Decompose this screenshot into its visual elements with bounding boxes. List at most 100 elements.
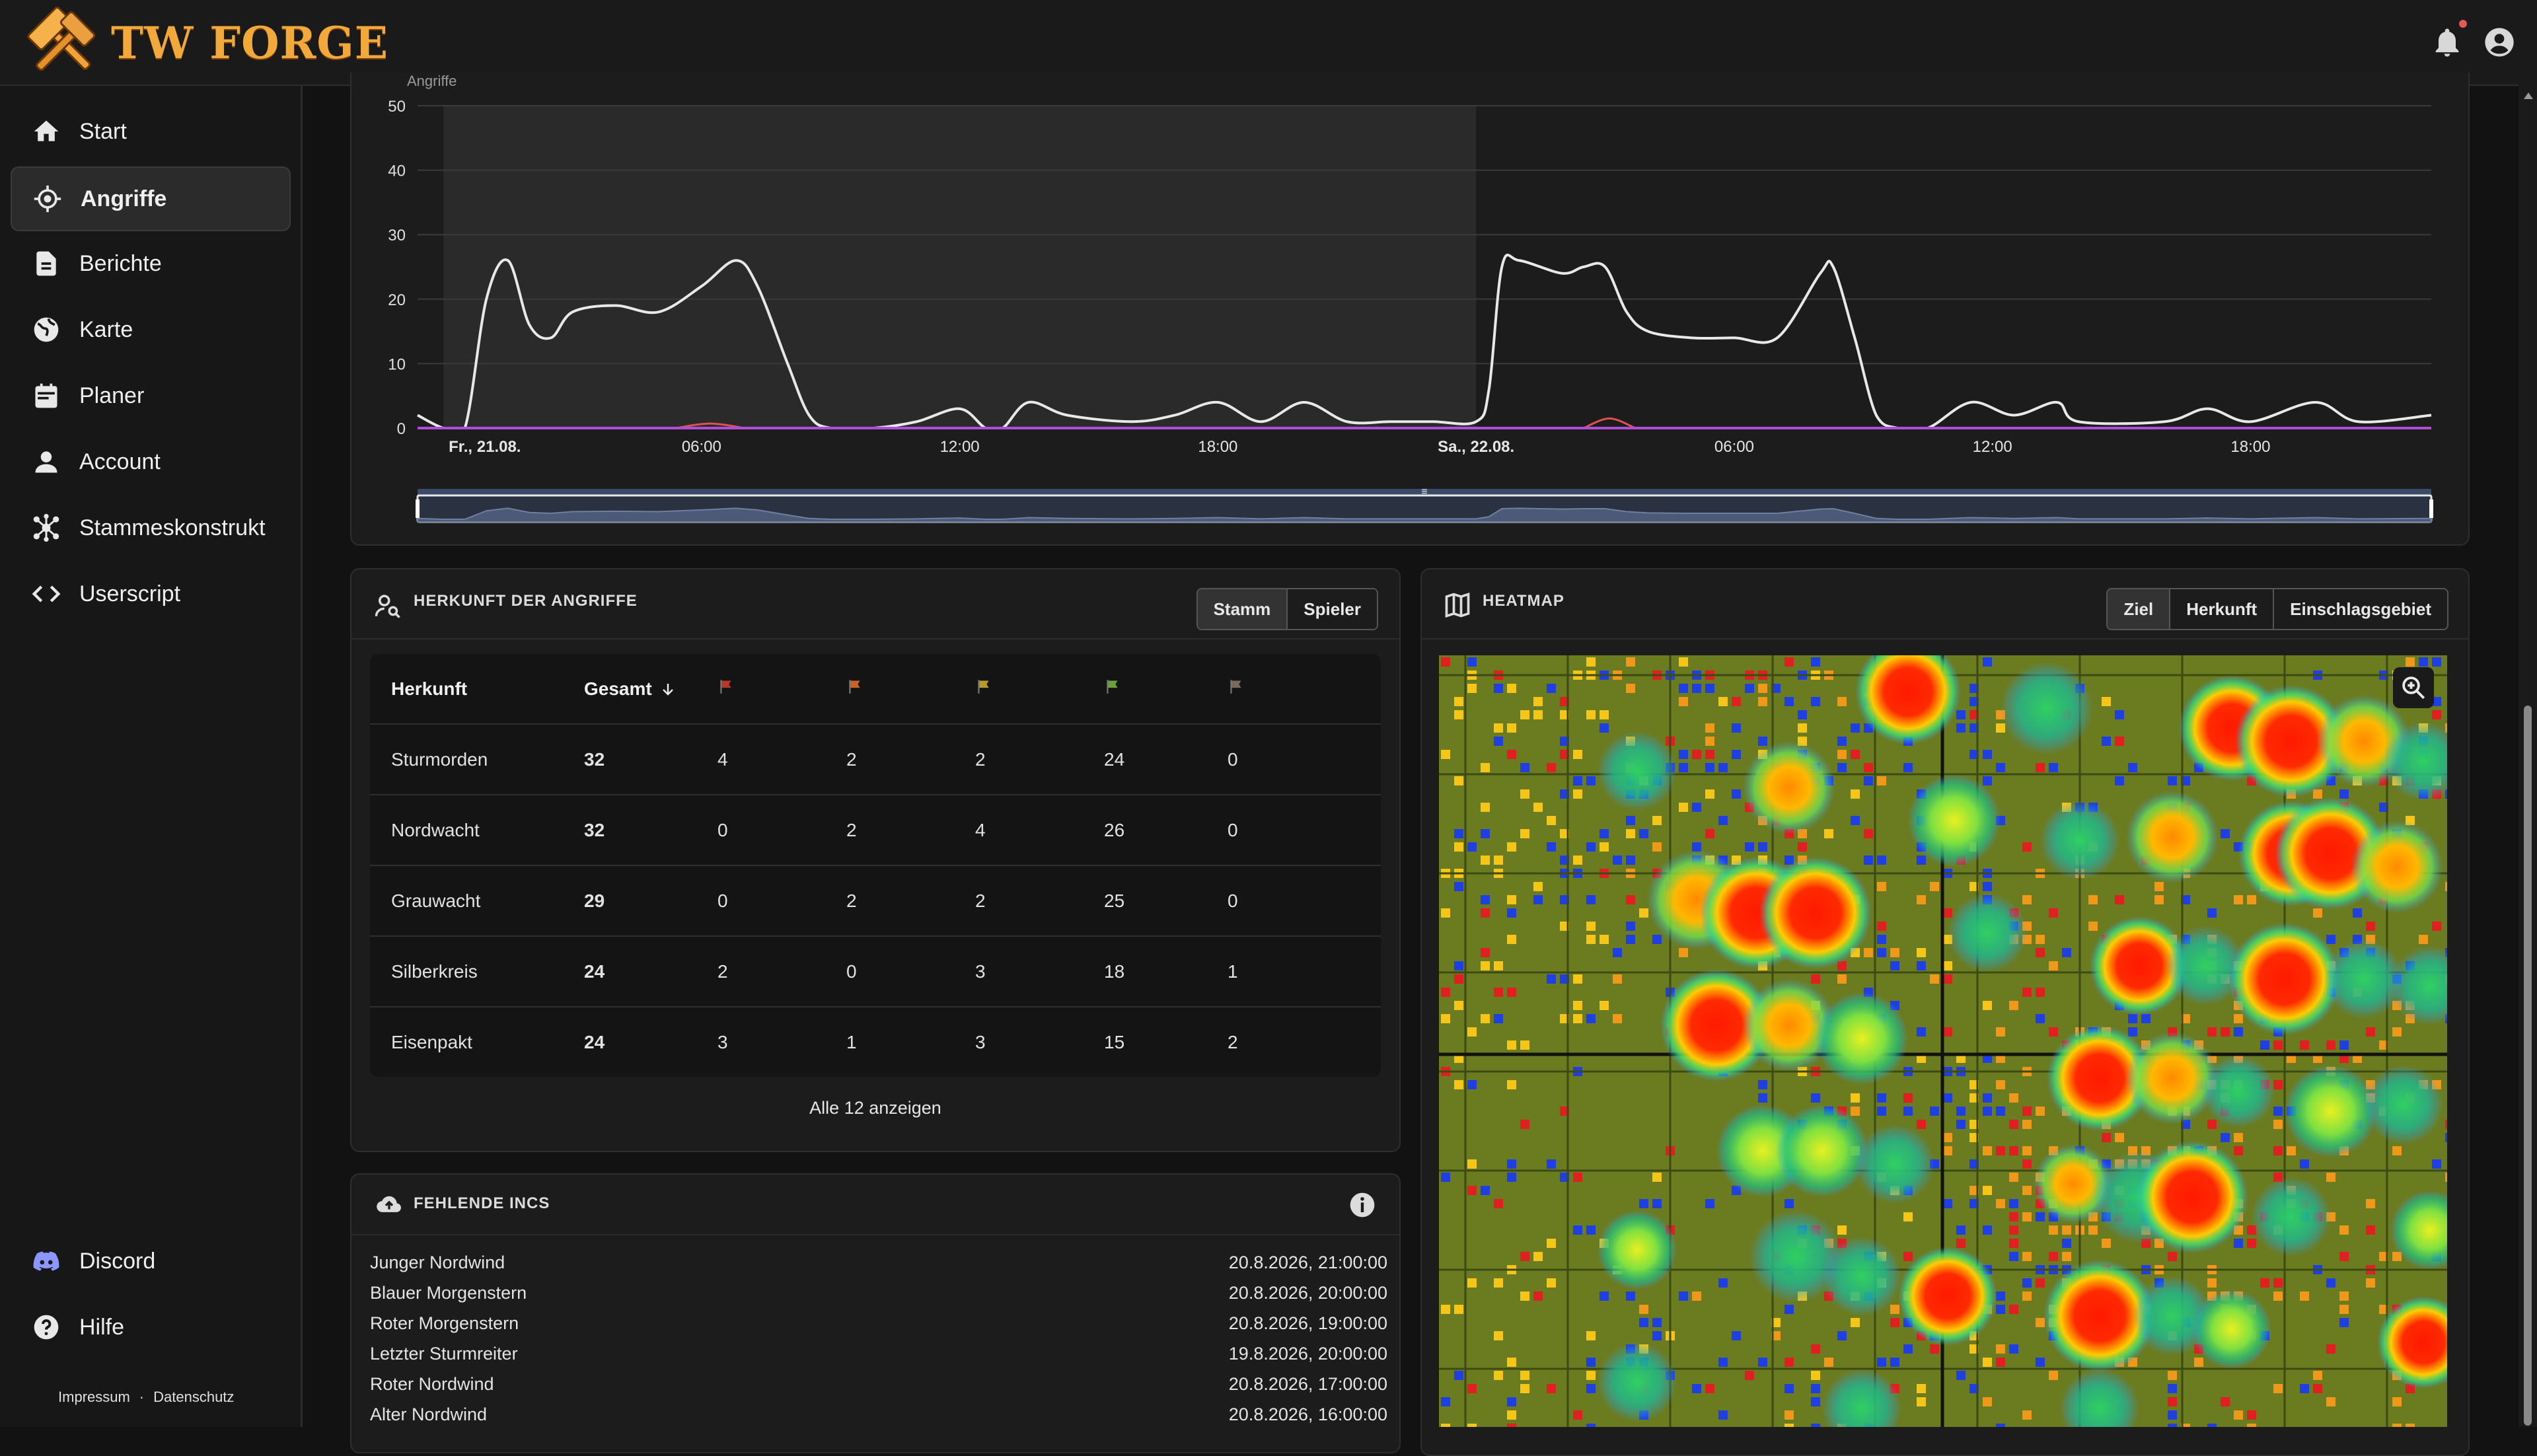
- list-item[interactable]: Junger Nordwind 20.8.2026, 21:00:00: [370, 1253, 1387, 1283]
- nav-item-discord[interactable]: Discord: [11, 1230, 288, 1292]
- cell-value: 18: [1103, 936, 1227, 1007]
- cell-name: Grauwacht: [370, 865, 583, 937]
- page-scrollbar[interactable]: [2519, 85, 2537, 1427]
- toggle-herkunft-button[interactable]: Herkunft: [2170, 589, 2275, 629]
- village-marker: [2339, 1305, 2349, 1314]
- village-marker: [2221, 1397, 2230, 1406]
- village-marker: [1996, 1080, 2005, 1089]
- village-marker: [1943, 1093, 1952, 1103]
- village-marker: [1758, 684, 1767, 693]
- village-marker: [1837, 974, 1847, 984]
- nav-item-angriffe[interactable]: Angriffe: [11, 166, 291, 231]
- show-all-link[interactable]: Alle 12 anzeigen: [809, 1098, 941, 1118]
- village-marker: [1507, 895, 1516, 904]
- heatmap-canvas[interactable]: [1439, 655, 2447, 1427]
- cell-value: 2: [846, 865, 974, 937]
- column-header-gesamt[interactable]: Gesamt: [583, 654, 717, 725]
- village-marker: [2273, 1080, 2283, 1089]
- village-marker: [1507, 723, 1516, 733]
- village-marker: [1718, 763, 1728, 772]
- village-marker: [2445, 1133, 2447, 1142]
- village-marker: [1547, 816, 1556, 825]
- village-marker: [1652, 1331, 1662, 1340]
- zoom-button[interactable]: [2393, 667, 2434, 708]
- table-row[interactable]: Sturmorden 32 4 2 2 24 0: [370, 724, 1381, 795]
- cell-value: 3: [975, 1031, 986, 1052]
- heatmap-map[interactable]: [1439, 655, 2447, 1427]
- cell-value: 3: [974, 936, 1103, 1007]
- nav-item-hilfe[interactable]: Hilfe: [11, 1296, 288, 1358]
- nav-item-berichte[interactable]: Berichte: [11, 233, 288, 295]
- village-marker: [1547, 974, 1556, 984]
- nav-item-userscript[interactable]: Userscript: [11, 563, 288, 625]
- scrollbar-thumb[interactable]: [2524, 706, 2532, 1426]
- nav-label: Planer: [79, 382, 145, 408]
- list-item[interactable]: Alter Nordwind 20.8.2026, 16:00:00: [370, 1404, 1387, 1435]
- village-marker: [1705, 750, 1714, 759]
- village-marker: [1454, 974, 1463, 984]
- table-row[interactable]: Grauwacht 29 0 2 2 25 0: [370, 865, 1381, 937]
- village-marker: [2366, 922, 2375, 931]
- column-header-flag-1[interactable]: [717, 654, 846, 725]
- toggle-einschlagsgebiet-button[interactable]: Einschlagsgebiet: [2274, 589, 2447, 629]
- nav-item-account[interactable]: Account: [11, 431, 288, 493]
- village-marker: [1520, 1292, 1529, 1301]
- village-marker: [1996, 1344, 2005, 1354]
- table-row[interactable]: Eisenpakt 24 3 1 3 15 2: [370, 1007, 1381, 1077]
- village-marker: [2168, 1424, 2177, 1427]
- village-marker: [2326, 1173, 2335, 1182]
- account-circle-icon[interactable]: [2482, 25, 2517, 59]
- village-marker: [2168, 1397, 2177, 1406]
- table-row[interactable]: Silberkreis 24 2 0 3 18 1: [370, 936, 1381, 1007]
- village-marker: [1520, 763, 1529, 772]
- column-header-flag-4[interactable]: [1103, 654, 1227, 725]
- chart-range-band: [443, 106, 1477, 428]
- village-marker: [1507, 908, 1516, 918]
- village-marker: [1877, 855, 1886, 865]
- column-header-herkunft[interactable]: Herkunft: [370, 654, 583, 725]
- toggle-stamm-button[interactable]: Stamm: [1197, 589, 1288, 629]
- village-marker: [1983, 1397, 1992, 1406]
- village-marker: [1494, 723, 1503, 733]
- village-marker: [1573, 1001, 1582, 1010]
- datenschutz-link[interactable]: Datenschutz: [153, 1389, 235, 1405]
- info-icon[interactable]: [1348, 1190, 1377, 1219]
- scroll-up-arrow[interactable]: [2524, 92, 2533, 99]
- village-marker: [1520, 1252, 1529, 1261]
- village-marker: [1626, 816, 1635, 825]
- village-marker: [1877, 776, 1886, 785]
- village-marker: [1507, 1173, 1516, 1182]
- list-item[interactable]: Letzter Sturmreiter 19.8.2026, 20:00:00: [370, 1344, 1387, 1374]
- app-name: TW FORGE: [111, 17, 389, 69]
- village-marker: [1692, 1384, 1701, 1393]
- village-marker: [1679, 657, 1688, 667]
- toggle-spieler-button[interactable]: Spieler: [1288, 589, 1377, 629]
- village-marker: [1494, 1371, 1503, 1380]
- village-marker: [1613, 974, 1622, 984]
- column-header-flag-5[interactable]: [1227, 654, 1381, 725]
- nav-item-start[interactable]: Start: [11, 100, 288, 163]
- y-tick-label: 20: [388, 291, 406, 309]
- list-item[interactable]: Roter Morgenstern 20.8.2026, 19:00:00: [370, 1313, 1387, 1344]
- impressum-link[interactable]: Impressum: [58, 1389, 130, 1405]
- column-header-flag-2[interactable]: [846, 654, 974, 725]
- village-marker: [1639, 1318, 1648, 1327]
- village-marker: [1811, 1384, 1820, 1393]
- village-marker: [1481, 763, 1490, 772]
- logo[interactable]: TW FORGE: [26, 7, 388, 79]
- village-marker: [2036, 1014, 2045, 1023]
- nav-item-planer[interactable]: Planer: [11, 365, 288, 427]
- globe-icon: [32, 315, 61, 344]
- nav-item-karte[interactable]: Karte: [11, 299, 288, 361]
- x-tick-label: 18:00: [1198, 438, 1237, 456]
- heat-blob: [2390, 1190, 2447, 1270]
- nav-item-stammeskonstrukt[interactable]: Stammeskonstrukt: [11, 497, 288, 559]
- list-item[interactable]: Roter Nordwind 20.8.2026, 17:00:00: [370, 1374, 1387, 1404]
- table-row[interactable]: Nordwacht 32 0 2 4 26 0: [370, 795, 1381, 866]
- column-header-flag-3[interactable]: [974, 654, 1103, 725]
- village-marker: [2273, 1384, 2283, 1393]
- list-item[interactable]: Blauer Morgenstern 20.8.2026, 20:00:00: [370, 1283, 1387, 1313]
- toggle-ziel-button[interactable]: Ziel: [2108, 589, 2171, 629]
- bell-icon[interactable]: [2430, 25, 2464, 59]
